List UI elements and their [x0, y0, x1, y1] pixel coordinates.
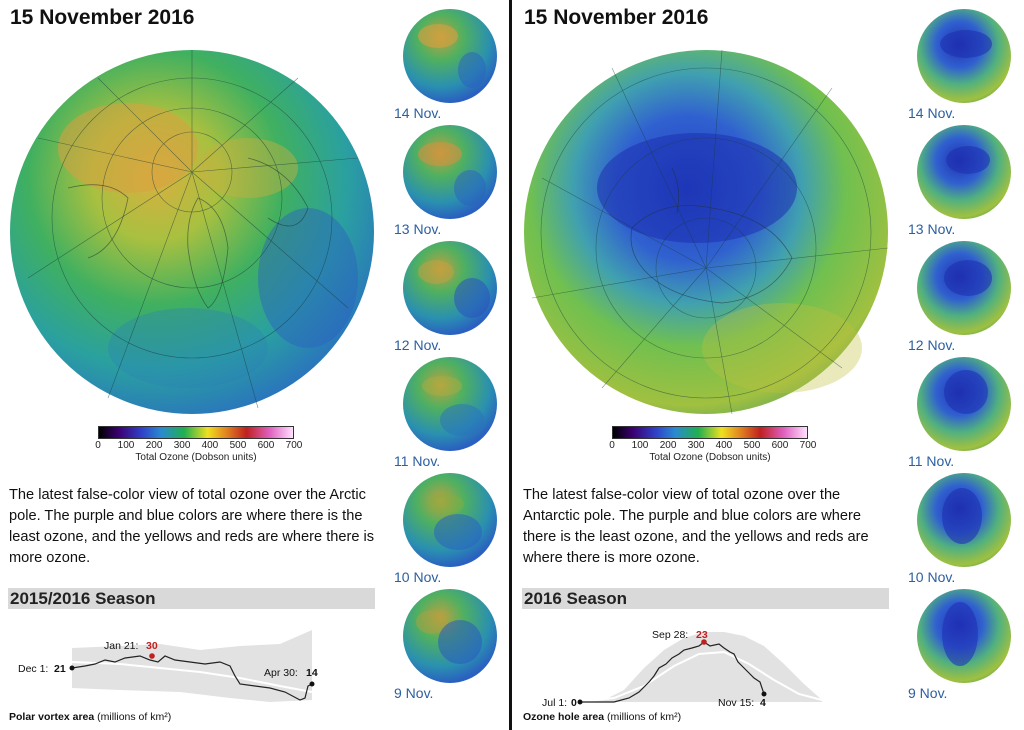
antarctic-chart-start-point [577, 699, 583, 705]
arctic-chart-peak-label: Jan 21: [104, 640, 138, 652]
arctic-chart-end-label: Apr 30: [264, 667, 298, 679]
arctic-panel: 15 November 2016 0 [0, 0, 508, 730]
antarctic-chart-season-line [580, 641, 765, 703]
arctic-chart-peak-point [149, 653, 155, 659]
antarctic-colorbar-gradient [612, 426, 808, 439]
antarctic-colorbar-tick: 500 [743, 440, 761, 451]
panel-divider [509, 0, 512, 730]
antarctic-description: The latest false-color view of total ozo… [523, 487, 869, 566]
antarctic-colorbar-tick: 700 [799, 440, 817, 451]
arctic-chart-caption: Polar vortex area (millions of km²) [9, 711, 171, 723]
arctic-colorbar-tick: 400 [201, 440, 219, 451]
antarctic-colorbar-tick: 300 [687, 440, 705, 451]
arctic-thumbnail-label: 12 Nov. [394, 337, 442, 353]
antarctic-colorbar-tick: 400 [715, 440, 733, 451]
arctic-colorbar-ticks: 0 100 200 300 400 500 600 700 [95, 439, 302, 452]
antarctic-thumbnail-globe [917, 241, 1011, 335]
arctic-chart-start-point [69, 665, 75, 671]
arctic-chart-start-label: Dec 1: [18, 663, 48, 675]
antarctic-thumbnail-label: 13 Nov. [908, 221, 956, 237]
antarctic-chart-start-value: 0 [571, 697, 577, 709]
arctic-thumbnail-globe [403, 589, 497, 683]
arctic-season-title: 2015/2016 Season [10, 589, 156, 608]
antarctic-thumbnail-globe [917, 473, 1011, 567]
antarctic-colorbar-tick: 200 [659, 440, 677, 451]
arctic-chart-end-value: 14 [306, 667, 318, 679]
arctic-thumbnail-globe [403, 473, 497, 567]
antarctic-chart-start-label: Jul 1: [542, 697, 567, 709]
arctic-chart-peak-value: 30 [146, 640, 158, 652]
antarctic-ozone-globe [524, 49, 889, 415]
arctic-thumbnail-label: 13 Nov. [394, 221, 442, 237]
arctic-thumbnail-globe [403, 125, 497, 219]
antarctic-thumbnail-globe [917, 125, 1011, 219]
antarctic-panel: 15 November 2016 0 100 200 [514, 0, 1022, 730]
antarctic-thumbnail-globe [917, 589, 1011, 683]
antarctic-season-title: 2016 Season [524, 589, 628, 608]
arctic-thumbnail-label: 10 Nov. [394, 569, 442, 585]
antarctic-thumbnail-globe [917, 9, 1011, 103]
antarctic-chart-area-units: (millions of km²) [607, 711, 682, 723]
antarctic-chart-peak-label: Sep 28: [652, 629, 688, 641]
antarctic-colorbar-tick: 600 [771, 440, 789, 451]
arctic-chart-area-label: Polar vortex area [9, 711, 95, 723]
antarctic-thumbnail-globe [917, 357, 1011, 451]
arctic-vortex-chart: Dec 1: 21 Jan 21: 30 Apr 30: 14 [0, 620, 340, 730]
arctic-colorbar-tick: 300 [173, 440, 191, 451]
arctic-ozone-globe [10, 50, 374, 414]
antarctic-colorbar-label: Total Ozone (Dobson units) [649, 452, 771, 463]
antarctic-chart-peak-value: 23 [696, 629, 708, 641]
antarctic-chart-end-label: Nov 15: [718, 697, 754, 709]
arctic-colorbar-tick: 600 [257, 440, 275, 451]
antarctic-chart-end-point [761, 691, 767, 697]
arctic-colorbar: 0 100 200 300 400 500 600 700 Total Ozon… [95, 426, 302, 463]
arctic-colorbar-tick: 100 [117, 440, 135, 451]
antarctic-colorbar: 0 100 200 300 400 500 600 700 Total Ozon… [609, 426, 816, 463]
arctic-colorbar-tick: 500 [229, 440, 247, 451]
arctic-thumbnail-label: 14 Nov. [394, 105, 442, 121]
antarctic-thumbnail-label: 14 Nov. [908, 105, 956, 121]
antarctic-date-title: 15 November 2016 [524, 6, 709, 29]
antarctic-colorbar-tick: 100 [631, 440, 649, 451]
arctic-chart-start-value: 21 [54, 663, 66, 675]
arctic-thumbnail-globe [403, 9, 497, 103]
antarctic-thumbnail-label: 12 Nov. [908, 337, 956, 353]
antarctic-chart-range-band [580, 632, 822, 702]
antarctic-chart-area-label: Ozone hole area [523, 711, 605, 723]
arctic-colorbar-tick: 200 [145, 440, 163, 451]
antarctic-chart-end-value: 4 [760, 697, 766, 709]
antarctic-colorbar-ticks: 0 100 200 300 400 500 600 700 [609, 439, 816, 452]
antarctic-thumbnail-label: 10 Nov. [908, 569, 956, 585]
antarctic-ozone-hole-chart: Jul 1: 0 Sep 28: 23 Nov 15: 4 [514, 620, 854, 730]
arctic-chart-end-point [309, 681, 315, 687]
arctic-chart-range-band [72, 630, 312, 702]
arctic-thumbnail-globe [403, 357, 497, 451]
antarctic-chart-caption: Ozone hole area (millions of km²) [523, 711, 681, 723]
arctic-description: The latest false-color view of total ozo… [9, 487, 375, 566]
arctic-chart-area-units: (millions of km²) [97, 711, 172, 723]
arctic-colorbar-tick: 0 [95, 440, 101, 451]
arctic-chart-climatology-line [71, 661, 313, 693]
antarctic-season-header: 2016 Season [522, 588, 889, 609]
arctic-date-title: 15 November 2016 [10, 6, 195, 29]
arctic-chart-season-line [71, 655, 313, 701]
antarctic-colorbar-tick: 0 [609, 440, 615, 451]
arctic-season-header: 2015/2016 Season [8, 588, 375, 609]
arctic-colorbar-gradient [98, 426, 294, 439]
arctic-colorbar-label: Total Ozone (Dobson units) [135, 452, 257, 463]
antarctic-chart-peak-point [701, 639, 707, 645]
antarctic-thumbnail-label: 9 Nov. [908, 685, 948, 701]
arctic-thumbnail-label: 9 Nov. [394, 685, 434, 701]
arctic-colorbar-tick: 700 [285, 440, 303, 451]
antarctic-chart-climatology-line [579, 650, 823, 703]
arctic-thumbnail-globe [403, 241, 497, 335]
arctic-thumbnail-label: 11 Nov. [394, 453, 441, 469]
antarctic-thumbnail-label: 11 Nov. [908, 453, 955, 469]
